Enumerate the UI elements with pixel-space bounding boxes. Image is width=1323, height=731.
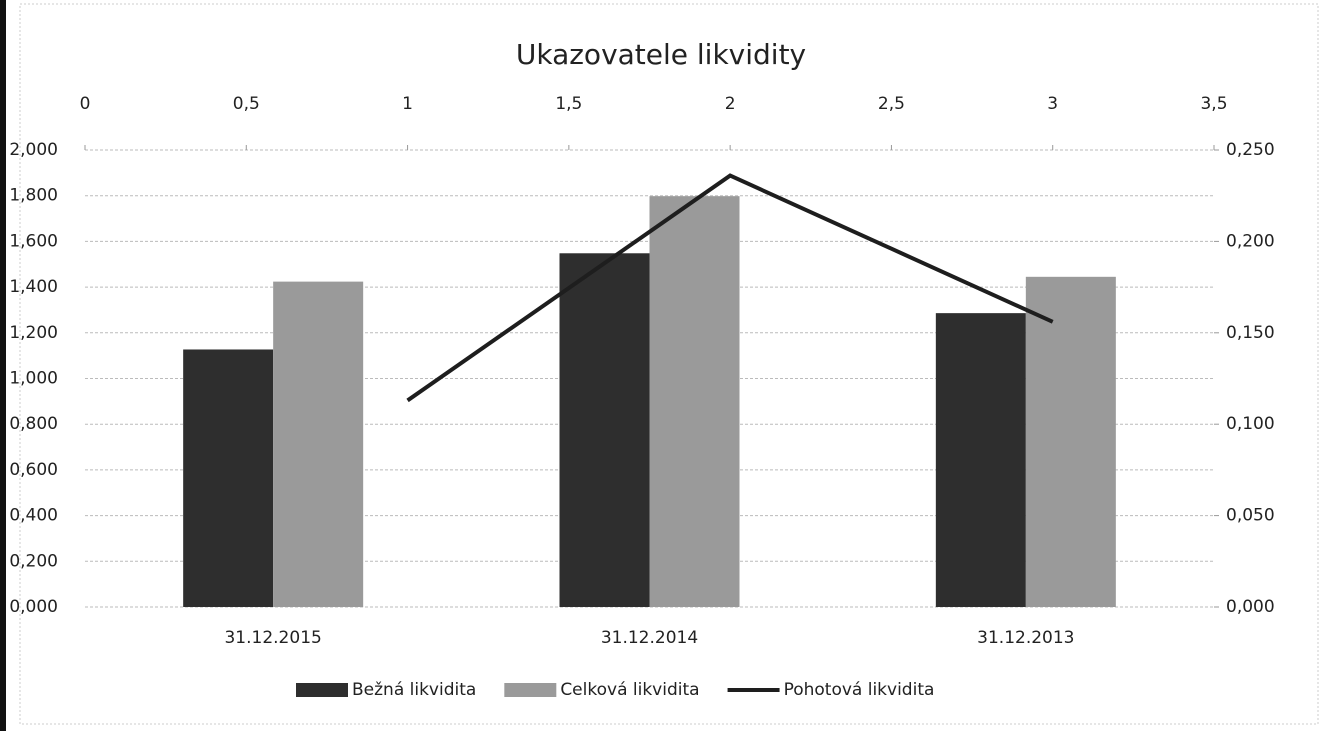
y2-tick-label: 0,200 (1226, 231, 1275, 251)
x2-tick-label: 1,5 (555, 94, 582, 114)
x2-tick-label: 1 (402, 94, 413, 114)
y2-tick-label: 0,150 (1226, 323, 1275, 343)
y2-tick-label: 0,000 (1226, 597, 1275, 617)
bar (559, 253, 650, 608)
y-tick-label: 0,000 (9, 597, 58, 617)
line (406, 173, 1054, 403)
y-tick-label: 1,600 (9, 231, 58, 251)
legend-swatch (296, 683, 348, 697)
x2-tick-label: 0 (80, 94, 91, 114)
legend-label: Pohotová likvidita (784, 680, 935, 700)
y-tick-label: 0,200 (9, 551, 58, 571)
bar (935, 313, 1026, 607)
chart-title: Ukazovatele likvidity (516, 38, 806, 71)
y2-tick-label: 0,100 (1226, 414, 1275, 434)
x2-tick-label: 2 (725, 94, 736, 114)
y-tick-label: 1,400 (9, 277, 58, 297)
y-tick-label: 1,200 (9, 323, 58, 343)
legend-swatch (504, 683, 557, 697)
y-tick-label: 2,000 (9, 140, 58, 160)
bar (649, 196, 740, 608)
y-tick-label: 1,800 (9, 186, 58, 206)
x2-tick-label: 3 (1047, 94, 1058, 114)
y-tick-label: 1,000 (9, 369, 58, 389)
bar (1025, 276, 1116, 607)
y-tick-label: 0,600 (9, 460, 58, 480)
x2-tick-label: 2,5 (878, 94, 905, 114)
legend-label: Celková likvidita (560, 680, 699, 700)
y-tick-label: 0,400 (9, 506, 58, 526)
x-tick-label: 31.12.2015 (224, 628, 321, 648)
chart-border (19, 3, 1319, 725)
x2-tick-label: 3,5 (1200, 94, 1227, 114)
x-tick-label: 31.12.2013 (977, 628, 1074, 648)
legend-label: Bežná likvidita (352, 680, 476, 700)
x-tick-label: 31.12.2014 (601, 628, 698, 648)
bar (273, 281, 364, 607)
scan-edge (0, 0, 6, 731)
x2-tick-label: 0,5 (233, 94, 260, 114)
bar (183, 349, 274, 607)
y2-tick-label: 0,250 (1226, 140, 1275, 160)
y-tick-label: 0,800 (9, 414, 58, 434)
y2-tick-label: 0,050 (1226, 506, 1275, 526)
